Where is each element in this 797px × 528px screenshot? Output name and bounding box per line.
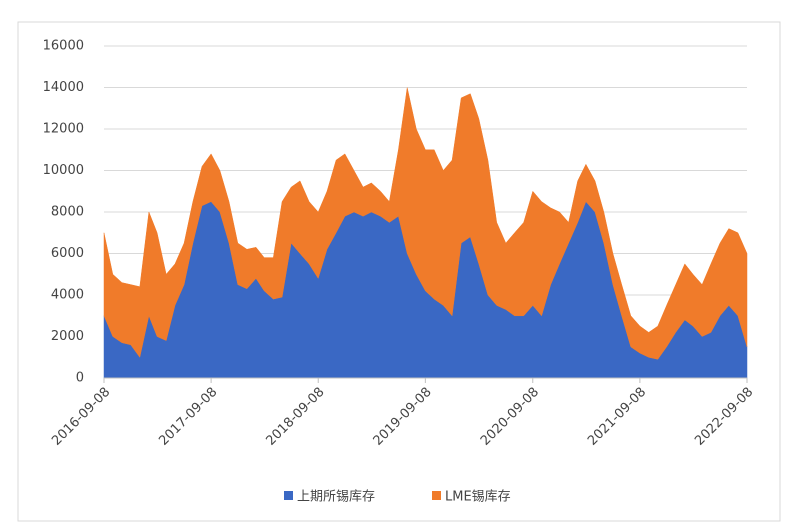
legend-swatch: [432, 491, 441, 500]
y-tick-label: 4000: [51, 288, 84, 303]
legend-label: LME锡库存: [445, 489, 511, 505]
y-tick-label: 0: [76, 371, 84, 386]
legend-label: 上期所锡库存: [297, 489, 375, 505]
legend-swatch: [284, 491, 293, 500]
y-tick-label: 16000: [43, 39, 84, 54]
y-tick-label: 14000: [43, 80, 84, 95]
y-tick-label: 6000: [51, 246, 84, 261]
y-tick-label: 12000: [43, 122, 84, 137]
y-tick-label: 2000: [51, 329, 84, 344]
area: [103, 87, 748, 360]
y-tick-label: 8000: [51, 205, 84, 220]
y-tick-label: 10000: [43, 163, 84, 178]
